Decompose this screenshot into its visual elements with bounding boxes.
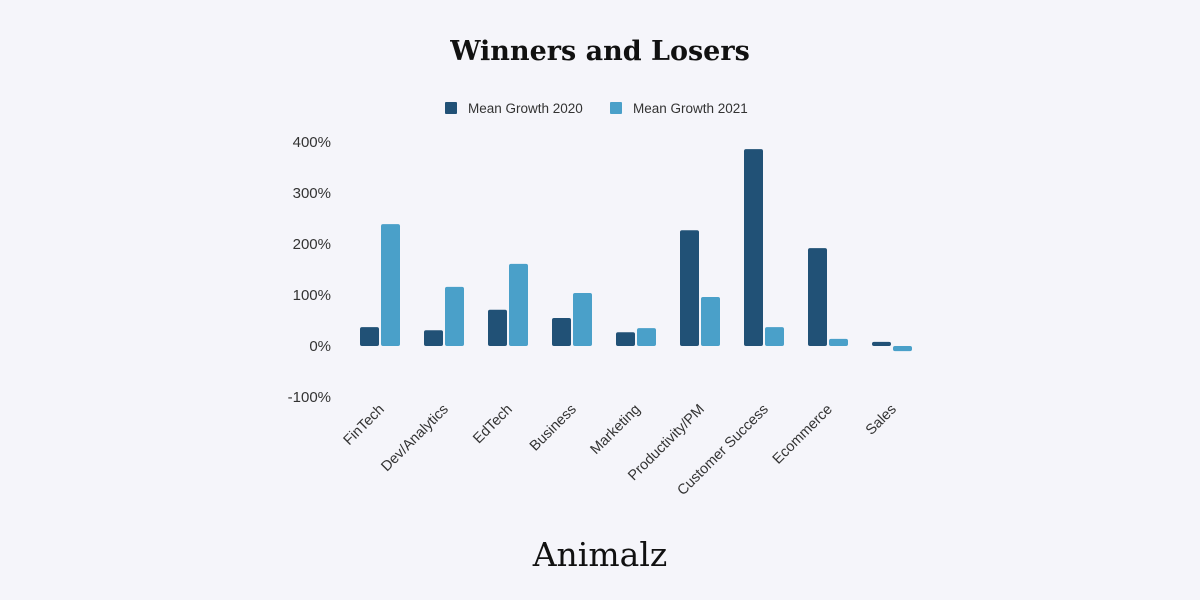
bar-2021-customer-success (765, 327, 784, 346)
legend-swatch-2020 (445, 102, 457, 114)
x-tick-label: Sales (863, 402, 900, 439)
bar-2021-productivity-pm (701, 297, 720, 346)
x-tick-label: Ecommerce (770, 402, 836, 468)
bar-2020-productivity-pm (680, 230, 699, 346)
bar-2020-business (552, 317, 571, 346)
chart-title: Winners and Losers (449, 36, 750, 67)
y-tick-label: -100% (288, 389, 331, 406)
y-tick-label: 100% (293, 287, 331, 304)
bar-2021-edtech (509, 263, 528, 346)
legend-swatch-2021 (610, 102, 622, 114)
bar-2021-dev-analytics (445, 286, 464, 346)
x-tick-label: Marketing (587, 402, 643, 458)
x-tick-label: Dev/Analytics (378, 402, 451, 475)
bars (360, 149, 912, 352)
y-tick-label: 300% (293, 185, 331, 202)
bar-2020-edtech (488, 309, 507, 346)
x-tick-label: Business (527, 402, 580, 455)
bar-2020-dev-analytics (424, 330, 443, 346)
bar-2021-ecommerce (829, 338, 848, 346)
y-tick-label: 400% (293, 134, 331, 151)
y-tick-label: 0% (309, 338, 331, 355)
legend-label-2020: Mean Growth 2020 (468, 101, 583, 116)
y-axis: 400% 300% 200% 100% 0% -100% (288, 134, 331, 406)
bar-2021-business (573, 292, 592, 346)
legend-label-2021: Mean Growth 2021 (633, 101, 748, 116)
legend: Mean Growth 2020 Mean Growth 2021 (445, 101, 748, 116)
bar-2021-sales (893, 346, 912, 352)
animalz-logo: Animalz (532, 535, 668, 574)
bar-2021-fintech (381, 224, 400, 346)
bar-2020-marketing (616, 332, 635, 346)
y-tick-label: 200% (293, 236, 331, 253)
bar-2020-ecommerce (808, 248, 827, 346)
x-tick-label: FinTech (341, 402, 388, 449)
bar-2020-fintech (360, 327, 379, 346)
x-tick-label: EdTech (470, 402, 516, 448)
bar-2020-customer-success (744, 149, 763, 346)
bar-2020-sales (872, 341, 891, 346)
bar-2021-marketing (637, 328, 656, 346)
